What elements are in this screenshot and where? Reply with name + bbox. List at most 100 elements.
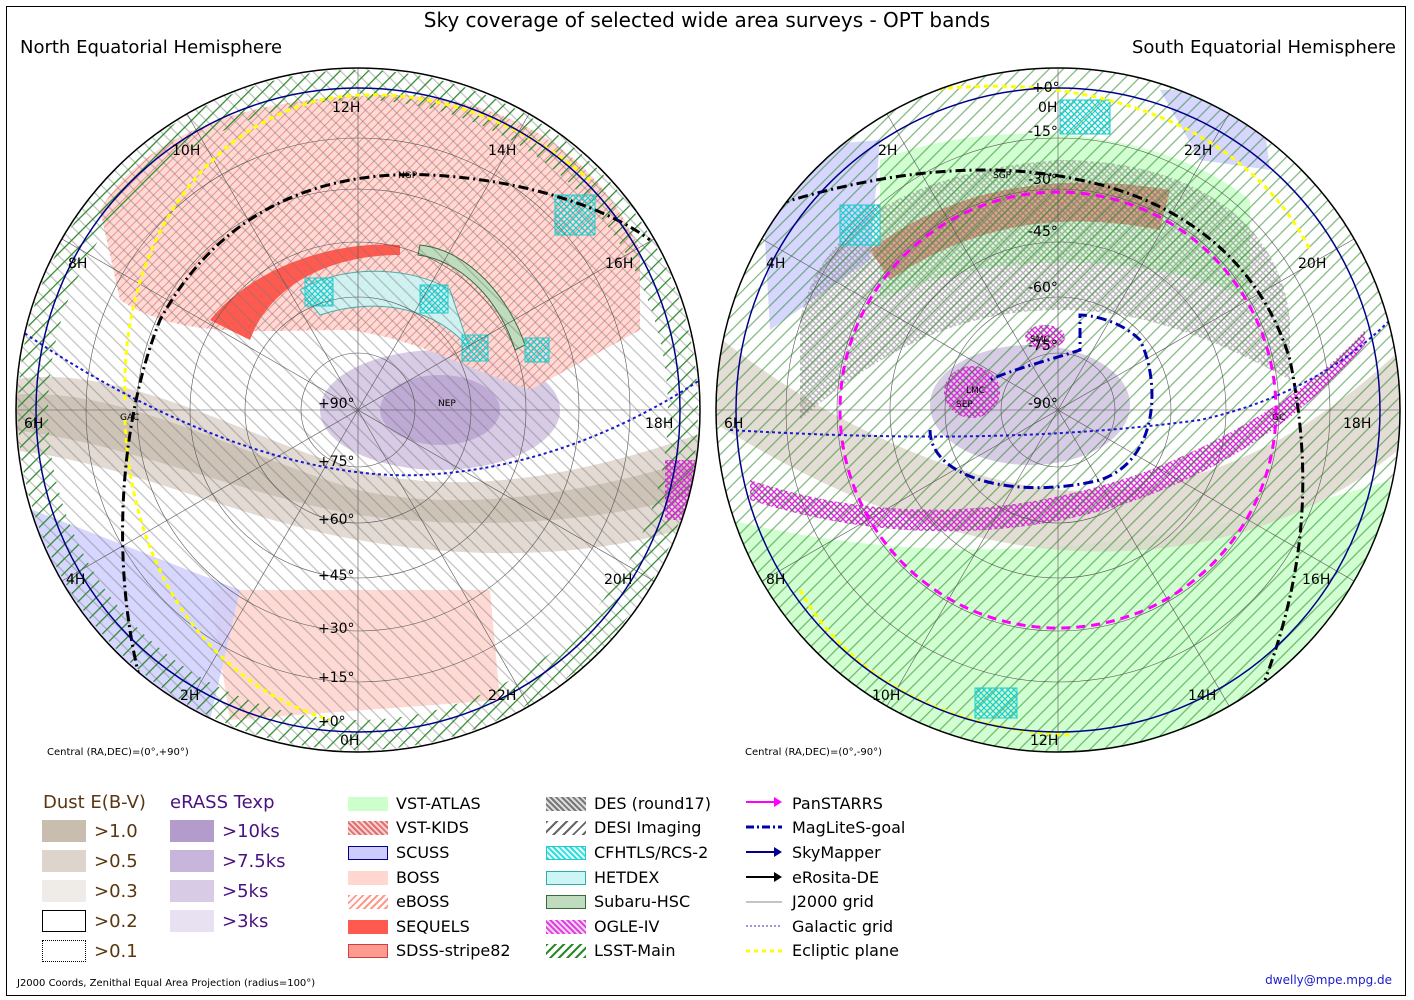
legend-line-skymapper: SkyMapper xyxy=(792,843,881,862)
north-ra-label-14h: 14H xyxy=(488,143,516,159)
legend-dust-heading: Dust E(B-V) xyxy=(43,792,146,813)
legend-swatch xyxy=(348,820,388,835)
legend-survey-sequels: SEQUELS xyxy=(348,917,470,936)
north-dec-label-0: +0° xyxy=(318,714,346,730)
south-dec-label-45: -45° xyxy=(1028,224,1058,240)
north-marker-nep: NEP xyxy=(438,399,456,409)
south-map xyxy=(716,68,1400,752)
legend-label: OGLE-IV xyxy=(594,917,660,936)
legend-label: VST-ATLAS xyxy=(396,794,481,813)
legend-swatch xyxy=(546,870,586,885)
legend-erass-label: >7.5ks xyxy=(222,850,286,872)
legend-line-j2000-grid: J2000 grid xyxy=(792,892,874,911)
legend-swatch xyxy=(348,796,388,811)
south-map-border xyxy=(715,67,1401,753)
south-dec-label-0: +0° xyxy=(1032,80,1060,96)
legend-swatch xyxy=(546,796,586,811)
north-ra-label-10h: 10H xyxy=(172,143,200,159)
north-marker-gac: GAC xyxy=(120,413,139,423)
legend-survey-ogle-iv: OGLE-IV xyxy=(546,917,659,936)
north-dec-label-90: +90° xyxy=(318,396,355,412)
legend-erass-row: >5ks xyxy=(170,880,268,902)
north-ra-label-2h: 2H xyxy=(180,688,199,704)
legend-erass-label: >5ks xyxy=(222,880,269,902)
legend-label: DES (round17) xyxy=(594,794,711,813)
legend-dust-label: >0.1 xyxy=(94,940,138,962)
north-ra-label-0h: 0H xyxy=(340,733,359,749)
south-ra-label-18h: 18H xyxy=(1343,416,1371,432)
legend-dust-row: >0.5 xyxy=(42,850,138,872)
legend-label: CFHTLS/RCS-2 xyxy=(594,843,709,862)
legend-line-galactic-grid: Galactic grid xyxy=(792,917,894,936)
legend-dust-label: >0.3 xyxy=(94,880,138,902)
legend-erass-label: >10ks xyxy=(222,820,280,842)
legend-line-erosita: eRosita-DE xyxy=(792,868,880,887)
south-ra-label-4h: 4H xyxy=(766,256,785,272)
legend-label: VST-KIDS xyxy=(396,818,469,837)
legend-line-panstarrs: PanSTARRS xyxy=(792,794,883,813)
legend-dust-label: >0.2 xyxy=(94,910,138,932)
erosita-arrow-icon xyxy=(746,872,782,882)
legend-erass-swatch xyxy=(170,820,214,842)
legend-label: SCUSS xyxy=(396,843,450,862)
south-ra-label-22h: 22H xyxy=(1184,143,1212,159)
legend-swatch xyxy=(546,943,586,958)
legend-erass-heading: eRASS Texp xyxy=(170,792,275,813)
legend-survey-hetdex: HETDEX xyxy=(546,868,659,887)
south-ra-label-6h: 6H xyxy=(724,416,743,432)
legend-survey-scuss: SCUSS xyxy=(348,843,449,862)
south-marker-sgp: SGP xyxy=(993,171,1012,181)
legend-line-ecliptic: Ecliptic plane xyxy=(792,941,899,960)
north-dec-label-15: +15° xyxy=(318,670,355,686)
north-ra-label-20h: 20H xyxy=(604,572,632,588)
legend-dust-row: >0.2 xyxy=(42,910,138,932)
south-dec-label-30: -30° xyxy=(1028,172,1058,188)
south-hemisphere-label: South Equatorial Hemisphere xyxy=(1131,37,1396,58)
legend-survey-cfhtls: CFHTLS/RCS-2 xyxy=(546,843,708,862)
legend-survey-eboss: eBOSS xyxy=(348,892,449,911)
north-ra-label-8h: 8H xyxy=(68,256,87,272)
legend-survey-des: DES (round17) xyxy=(546,794,711,813)
south-ra-label-14h: 14H xyxy=(1188,688,1216,704)
south-dec-label-90: -90° xyxy=(1028,396,1058,412)
north-ra-label-4h: 4H xyxy=(66,572,85,588)
author-credit[interactable]: dwelly@mpe.mpg.de xyxy=(1265,973,1392,987)
legend-erass-swatch xyxy=(170,910,214,932)
south-marker-smc: SMC xyxy=(1030,335,1050,345)
legend-dust-swatch xyxy=(42,880,86,902)
legend-dust-row: >0.1 xyxy=(42,940,138,962)
legend-label: SDSS-stripe82 xyxy=(396,941,511,960)
legend-line-swatches xyxy=(746,797,782,953)
legend-dust-swatch xyxy=(42,940,86,962)
south-marker-sep: SEP xyxy=(956,400,973,410)
legend-erass-row: >3ks xyxy=(170,910,268,932)
north-ra-label-18h: 18H xyxy=(645,416,673,432)
legend-label: eBOSS xyxy=(396,892,450,911)
legend-swatch xyxy=(348,943,388,958)
south-ra-label-12h: 12H xyxy=(1030,733,1058,749)
legend-label: DESI Imaging xyxy=(594,818,702,837)
legend-survey-lsst-main: LSST-Main xyxy=(546,941,676,960)
legend-erass-row: >10ks xyxy=(170,820,280,842)
legend-survey-vst-kids: VST-KIDS xyxy=(348,818,469,837)
north-hemisphere-label: North Equatorial Hemisphere xyxy=(20,37,283,58)
legend-label: Subaru-HSC xyxy=(594,892,691,911)
legend-swatch xyxy=(546,894,586,909)
south-central-coords: Central (RA,DEC)=(0°,-90°) xyxy=(745,747,883,758)
legend-dust-swatch xyxy=(42,910,86,932)
legend-swatch xyxy=(546,845,586,860)
legend-survey-vst-atlas: VST-ATLAS xyxy=(348,794,481,813)
figure-title: Sky coverage of selected wide area surve… xyxy=(423,8,991,32)
north-dec-label-75: +75° xyxy=(318,454,355,470)
legend-dust-label: >0.5 xyxy=(94,850,138,872)
figure-frame xyxy=(6,6,1406,996)
legend-swatch xyxy=(348,919,388,934)
legend-line-maglites: MagLiteS-goal xyxy=(792,818,906,837)
north-map-border xyxy=(15,67,701,753)
north-marker-ngp: NGP xyxy=(398,171,418,181)
south-ra-label-0h: 0H xyxy=(1038,100,1057,116)
legend-dust-label: >1.0 xyxy=(94,820,138,842)
legend-swatch xyxy=(348,870,388,885)
legend-survey-subaru-hsc: Subaru-HSC xyxy=(546,892,690,911)
